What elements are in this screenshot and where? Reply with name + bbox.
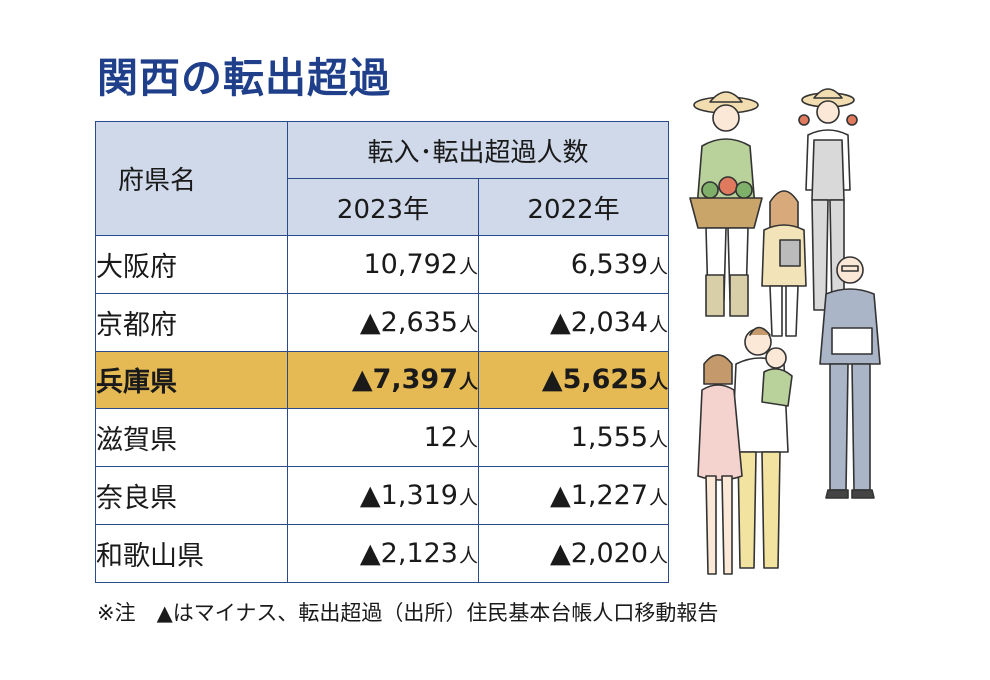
value-unit: 人	[649, 544, 669, 567]
value-unit: 人	[458, 544, 478, 567]
value-y2023: ▲1,319人	[287, 466, 479, 525]
business-woman-figure	[761, 190, 807, 337]
prefecture-name: 兵庫県	[95, 350, 288, 410]
value-unit: 人	[458, 487, 478, 510]
value-y2022: ▲5,625人	[477, 350, 670, 410]
value-unit: 人	[458, 255, 478, 278]
migration-table: 府県名 転入･転出超過人数 2023年 2022年 大阪府 10,792人 6,53…	[95, 121, 670, 583]
value-number: 1,555	[570, 422, 648, 454]
prefecture-name: 大阪府	[95, 235, 288, 294]
table-row: 京都府 ▲2,635人 ▲2,034人	[95, 292, 670, 352]
value-y2023: ▲7,397人	[287, 350, 479, 410]
page-title: 関西の転出超過	[97, 54, 391, 102]
table-row: 大阪府 10,792人 6,539人	[95, 235, 670, 294]
migration-group-header: 転入･転出超過人数	[286, 121, 670, 179]
prefecture-name: 滋賀県	[95, 408, 288, 468]
prefecture-name: 奈良県	[95, 466, 288, 525]
value-y2022: ▲2,020人	[477, 523, 670, 583]
value-number: 6,539	[570, 248, 648, 280]
value-number: ▲5,625	[541, 364, 648, 396]
value-number: ▲2,020	[549, 537, 648, 569]
value-y2023: 10,792人	[287, 235, 479, 294]
farmer-figure	[689, 91, 763, 317]
value-unit: 人	[458, 429, 478, 452]
prefecture-name: 和歌山県	[95, 523, 288, 583]
value-unit: 人	[649, 255, 669, 278]
value-y2022: ▲1,227人	[477, 466, 670, 525]
value-number: 10,792	[363, 248, 458, 280]
value-number: ▲7,397	[351, 364, 458, 396]
father-baby-figure	[731, 326, 793, 569]
pregnant-woman-figure	[697, 354, 743, 575]
table-row: 兵庫県 ▲7,397人 ▲5,625人	[95, 350, 670, 410]
value-y2022: 1,555人	[477, 408, 670, 468]
value-y2023: ▲2,123人	[287, 523, 479, 583]
people-group-illustration	[689, 88, 881, 575]
value-y2022: 6,539人	[477, 235, 670, 294]
year-2022-header: 2022年	[477, 178, 670, 236]
value-number: ▲2,034	[549, 306, 648, 338]
table-row: 滋賀県 12人 1,555人	[95, 408, 670, 468]
value-unit: 人	[649, 371, 669, 394]
value-y2023: ▲2,635人	[287, 292, 479, 352]
value-number: ▲1,227	[549, 480, 648, 512]
value-number: ▲2,635	[359, 306, 458, 338]
prefecture-name: 京都府	[95, 292, 288, 352]
prefecture-column-header: 府県名	[95, 121, 288, 236]
value-number: ▲2,123	[359, 537, 458, 569]
farmer-woman-figure	[798, 88, 858, 311]
table-row: 奈良県 ▲1,319人 ▲1,227人	[95, 466, 670, 525]
value-unit: 人	[458, 371, 478, 394]
year-2023-header: 2023年	[287, 178, 479, 236]
footnote: ※注 ▲はマイナス、転出超過（出所）住民基本台帳人口移動報告	[97, 601, 719, 625]
value-unit: 人	[649, 313, 669, 336]
value-number: 12	[423, 422, 458, 454]
value-number: ▲1,319	[359, 480, 458, 512]
value-y2022: ▲2,034人	[477, 292, 670, 352]
value-unit: 人	[458, 313, 478, 336]
business-man-figure	[819, 256, 881, 499]
table-row: 和歌山県 ▲2,123人 ▲2,020人	[95, 523, 670, 583]
value-y2023: 12人	[287, 408, 479, 468]
value-unit: 人	[649, 429, 669, 452]
value-unit: 人	[649, 487, 669, 510]
